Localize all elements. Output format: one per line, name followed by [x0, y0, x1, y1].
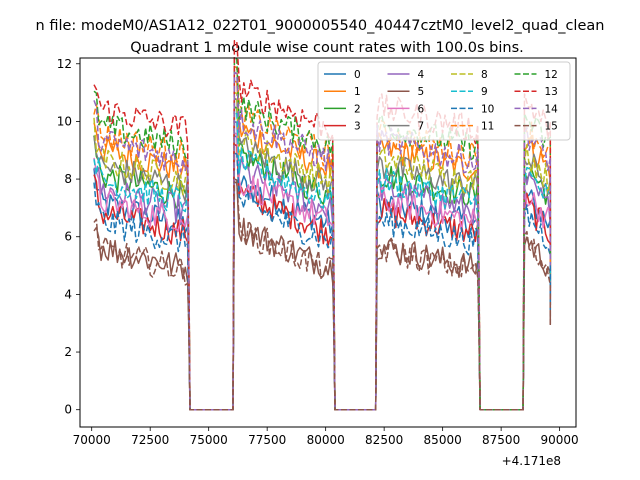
series-line-8 [93, 91, 552, 411]
y-tick-label: 0 [64, 403, 72, 417]
series-line-14 [93, 71, 552, 411]
legend-label-9: 9 [481, 86, 488, 98]
y-tick-label: 6 [64, 230, 72, 244]
x-tick-label: 82500 [365, 433, 403, 447]
y-tick-label: 12 [57, 57, 72, 71]
legend-label-4: 4 [418, 69, 425, 81]
series-line-10 [93, 152, 552, 411]
x-tick-label: 75000 [190, 433, 228, 447]
figure-suptitle: n file: modeM0/AS1A12_022T01_9000005540_… [36, 18, 605, 34]
axes-frame [79, 57, 577, 428]
x-tick-label: 77500 [248, 433, 286, 447]
legend-label-2: 2 [354, 103, 361, 115]
legend-label-0: 0 [354, 69, 361, 81]
legend-label-3: 3 [354, 121, 361, 133]
x-tick-label: 70000 [73, 433, 111, 447]
y-tick-label: 2 [64, 345, 72, 359]
series-line-3 [93, 143, 552, 411]
legend-label-14: 14 [545, 103, 559, 115]
y-tick-label: 4 [64, 287, 72, 301]
legend-label-8: 8 [481, 69, 488, 81]
series-line-7 [93, 97, 552, 411]
y-tick-label: 10 [57, 114, 72, 128]
x-tick-label: 72500 [131, 433, 169, 447]
y-axis: 0 2 4 6 8 10 12 [57, 57, 80, 417]
x-tick-label: 80000 [307, 433, 345, 447]
legend-box [317, 61, 571, 141]
series-line-4 [93, 120, 552, 411]
x-axis: 70000 72500 75000 77500 80000 82500 85000 87500… [73, 427, 579, 447]
x-tick-label: 85000 [424, 433, 462, 447]
legend-label-13: 13 [545, 86, 558, 98]
legend-label-10: 10 [481, 103, 494, 115]
series-line-0 [93, 135, 552, 411]
legend-label-12: 12 [545, 69, 558, 81]
series-line-9 [93, 112, 552, 411]
y-tick-label: 8 [64, 172, 72, 186]
series-line-15 [93, 181, 552, 411]
series-line-5 [93, 178, 552, 411]
legend-label-15: 15 [545, 121, 558, 133]
series-line-11 [93, 65, 552, 411]
chart-title: Quadrant 1 module wise count rates with … [130, 40, 524, 56]
legend-label-1: 1 [354, 86, 361, 98]
x-tick-label: 90000 [541, 433, 579, 447]
x-tick-label: 87500 [482, 433, 520, 447]
legend-label-7: 7 [418, 121, 425, 133]
x-offset-label: +4.171e8 [502, 454, 561, 468]
legend-label-5: 5 [418, 86, 425, 98]
legend-label-11: 11 [481, 121, 494, 133]
legend-label-6: 6 [418, 103, 425, 115]
series-line-6 [93, 132, 552, 411]
